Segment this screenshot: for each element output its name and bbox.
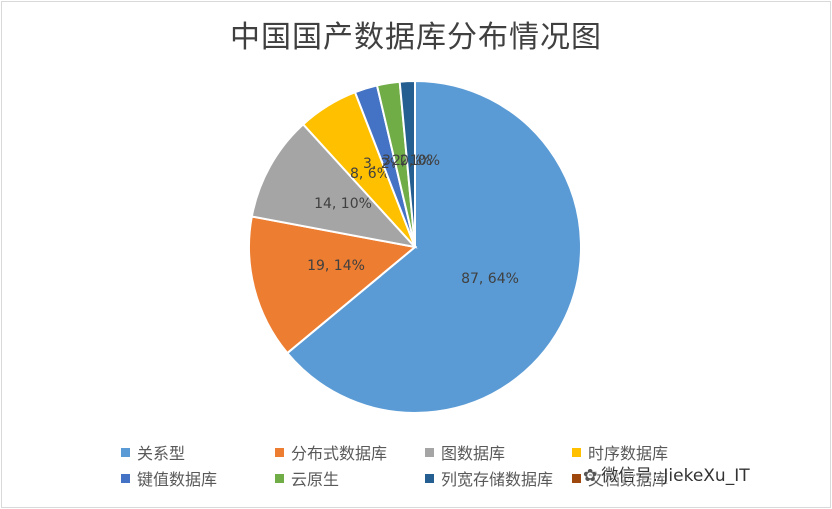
data-label: 3, 2% [363, 156, 403, 172]
data-label: 14, 10% [314, 196, 372, 212]
data-label: 87, 64% [461, 271, 519, 287]
pie-slice [398, 79, 416, 248]
data-label: 19, 14% [307, 258, 365, 274]
pie-slice [248, 215, 418, 355]
watermark: ✿ 微信号: JiekeXu_IT [583, 461, 750, 486]
pie-slice [285, 79, 582, 414]
data-label: 8, 6% [350, 166, 390, 182]
chart-title: 中国国产数据库分布情况图 [230, 20, 602, 55]
data-label: 0, 0% [400, 153, 440, 169]
pie-slice [250, 122, 418, 249]
watermark-text: 微信号: JiekeXu_IT [601, 466, 750, 486]
data-label: 2, 1% [392, 153, 432, 169]
wechat-icon: ✿ [583, 466, 598, 486]
